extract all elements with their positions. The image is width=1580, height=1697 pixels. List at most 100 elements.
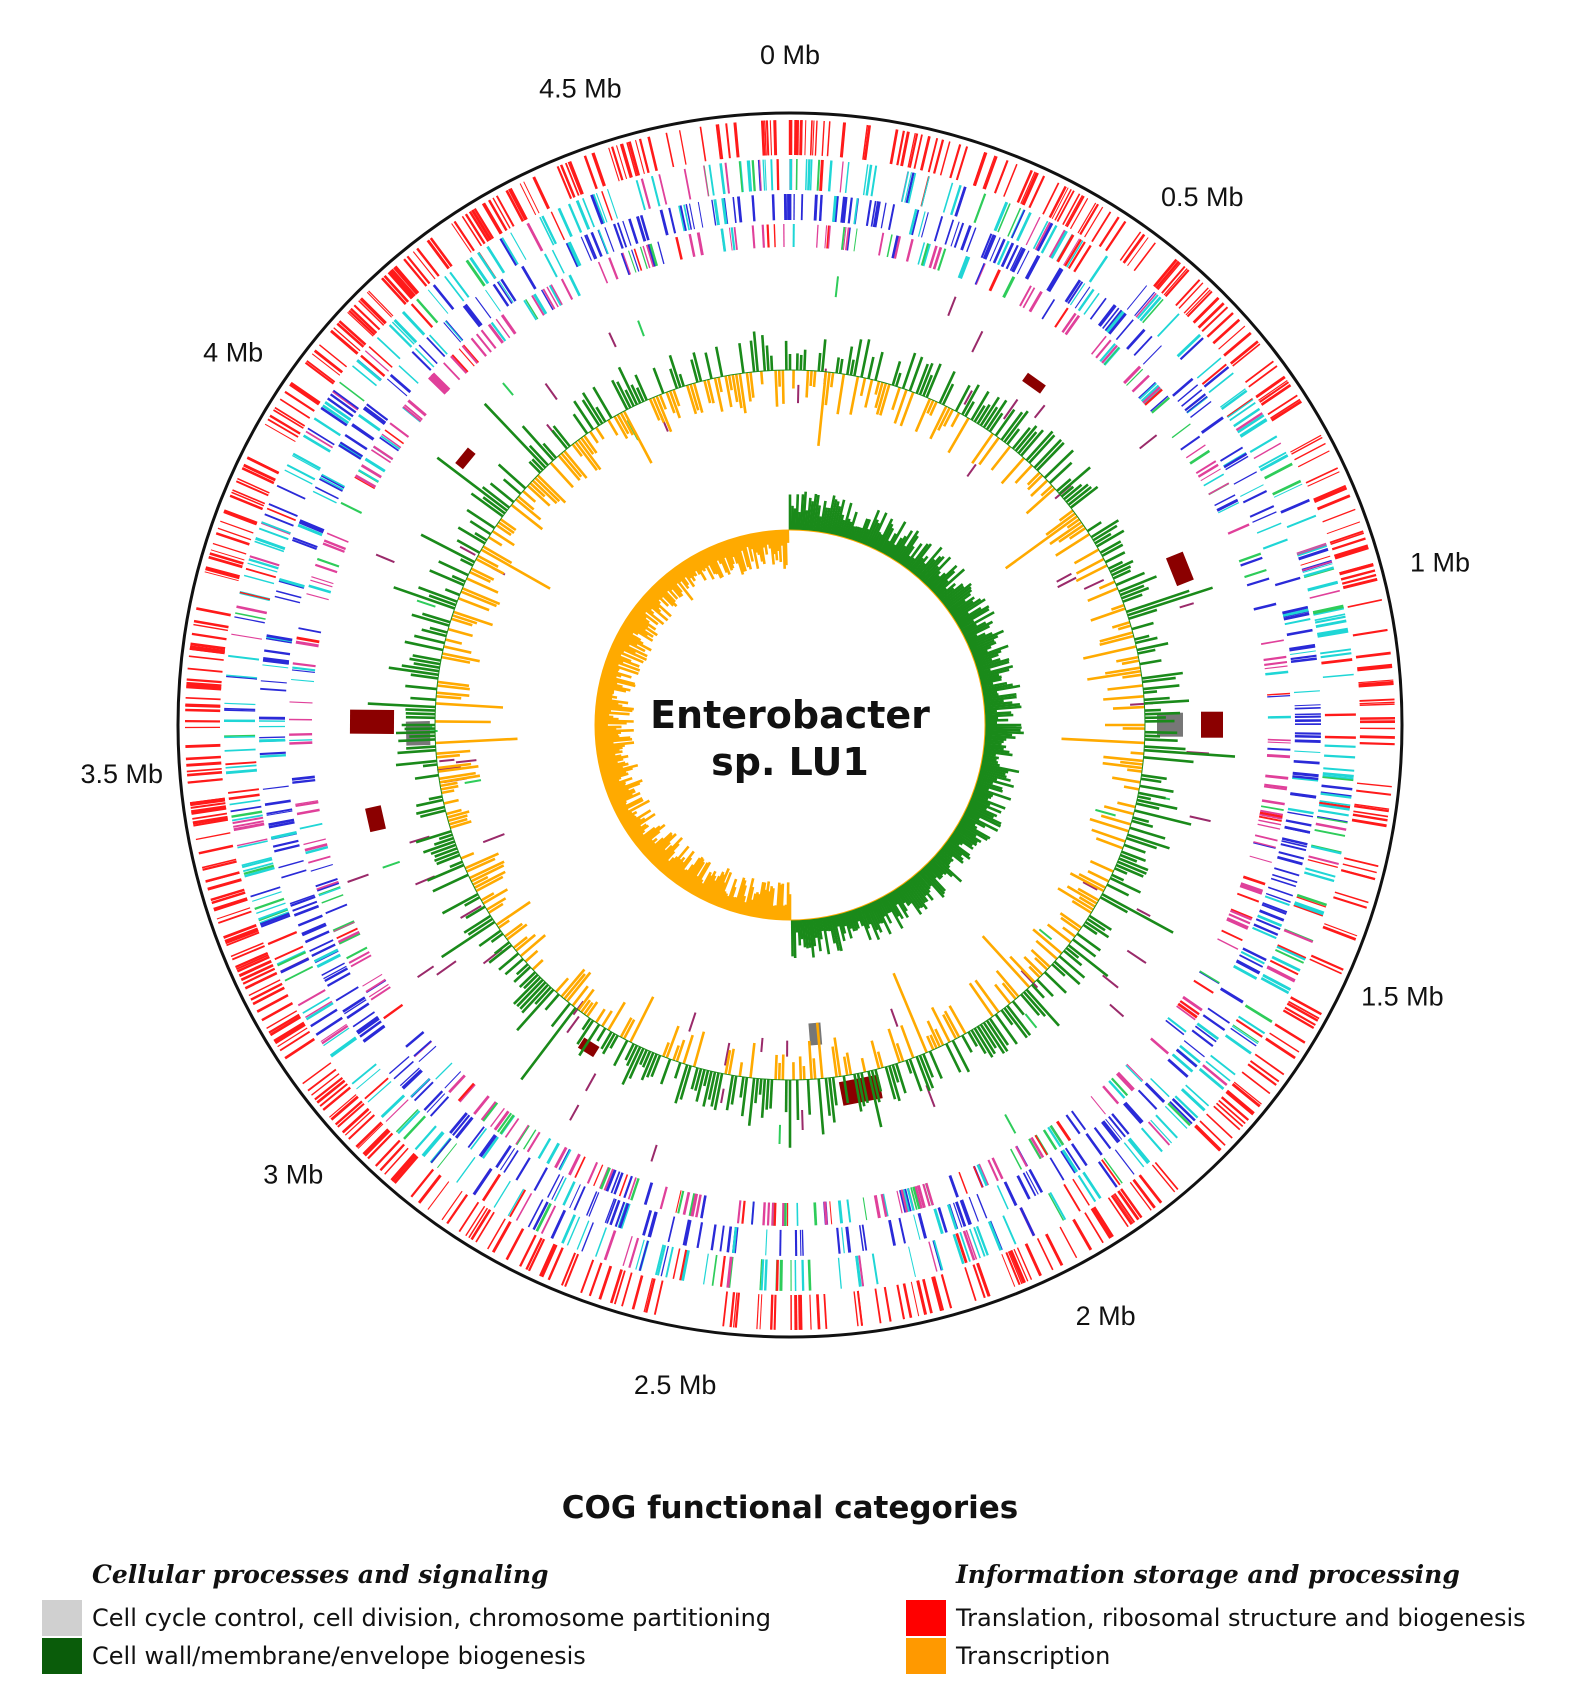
cds-tick <box>393 1155 419 1184</box>
cds-tick <box>619 144 631 178</box>
cds-tick <box>1027 256 1041 280</box>
gc-bar <box>984 741 1002 746</box>
cds-tick <box>226 931 260 947</box>
cds-tick <box>1192 296 1220 324</box>
cds-tick <box>1105 310 1124 333</box>
cds-tick <box>537 1137 552 1160</box>
gc-bar <box>411 613 450 627</box>
cds-tick <box>1069 198 1089 230</box>
gc-bar <box>917 558 936 580</box>
gc-bar <box>912 555 929 575</box>
cds-tick <box>628 1237 640 1269</box>
cds-tick <box>501 1115 516 1135</box>
cds-tick <box>479 1134 497 1158</box>
cds-tick <box>801 1259 805 1291</box>
cds-tick <box>928 1241 938 1272</box>
cds-tick <box>1280 843 1307 852</box>
cds-tick <box>340 501 363 514</box>
gc-bar <box>851 909 860 929</box>
cds-tick <box>912 1186 921 1210</box>
cds-tick <box>1034 1134 1048 1156</box>
feature-block <box>1165 551 1194 587</box>
gc-bar <box>624 817 642 830</box>
cds-tick <box>583 155 598 190</box>
gc-bar <box>513 966 532 983</box>
gc-bar <box>929 1034 938 1049</box>
cds-tick <box>761 224 765 248</box>
cds-tick <box>321 962 345 976</box>
gc-bar <box>871 531 882 549</box>
cds-tick <box>736 1200 742 1224</box>
gc-bar <box>1027 474 1044 491</box>
gc-bar <box>943 1010 961 1038</box>
cds-tick <box>418 1045 437 1063</box>
cds-tick <box>473 207 495 240</box>
cds-tick <box>437 1143 458 1169</box>
cds-tick <box>725 123 731 159</box>
gc-bar <box>580 999 592 1013</box>
gc-bar <box>714 544 729 573</box>
cds-tick <box>235 480 269 497</box>
cds-tick <box>1358 680 1394 687</box>
cds-tick <box>840 122 847 158</box>
gc-bar <box>765 345 770 371</box>
gc-bar <box>1112 705 1145 710</box>
cds-tick <box>564 1253 580 1287</box>
cds-tick <box>1235 960 1260 975</box>
cds-tick <box>527 1199 544 1228</box>
cds-tick <box>255 537 286 551</box>
cds-tick <box>231 491 265 507</box>
cds-tick <box>323 965 347 980</box>
cds-tick <box>1253 841 1276 849</box>
gc-bar <box>521 425 555 462</box>
gc-bar <box>893 389 908 424</box>
gc-bar <box>714 882 727 906</box>
gc-bar <box>875 518 894 551</box>
gc-bar <box>683 560 696 577</box>
cds-tick <box>535 1202 552 1232</box>
gc-bar <box>834 914 840 927</box>
cds-tick <box>314 486 339 500</box>
gc-bar <box>602 669 622 678</box>
cds-tick <box>295 640 319 648</box>
gc-bar <box>598 757 624 766</box>
gc-bar <box>1098 580 1116 590</box>
gc-bar <box>578 1023 601 1057</box>
cds-tick <box>370 449 392 464</box>
gc-bar <box>798 1056 803 1080</box>
center-title-line2: sp. LU1 <box>711 740 869 784</box>
cds-tick <box>659 209 669 236</box>
cds-tick <box>917 1185 926 1208</box>
cds-tick <box>337 930 360 944</box>
cds-tick <box>667 1216 676 1243</box>
cds-tick <box>332 391 358 411</box>
gc-bar <box>648 589 661 601</box>
gc-bar <box>1058 509 1074 522</box>
gc-bar <box>979 675 1002 683</box>
cds-tick <box>304 361 335 385</box>
gc-bar <box>948 1005 967 1035</box>
gc-bar <box>580 437 595 455</box>
scale-label: 3 Mb <box>263 1160 323 1190</box>
cds-tick <box>1313 484 1347 501</box>
gc-bar <box>753 532 761 556</box>
gc-bar <box>720 541 734 571</box>
cds-tick <box>259 738 286 743</box>
cds-tick <box>323 1027 350 1047</box>
cds-tick <box>284 965 314 982</box>
cds-tick <box>231 945 265 961</box>
gc-bar <box>984 734 1016 739</box>
gc-bar <box>549 461 574 489</box>
gc-bar <box>677 864 695 887</box>
cds-tick <box>351 423 375 441</box>
gc-bar <box>877 898 893 924</box>
cds-tick <box>417 1174 442 1204</box>
gc-bar <box>764 531 769 545</box>
cds-tick <box>1103 347 1120 366</box>
cds-tick <box>224 709 256 712</box>
gc-bar <box>613 802 627 811</box>
cds-tick <box>1342 863 1377 874</box>
gc-bar <box>464 852 500 870</box>
cds-tick <box>987 1159 999 1182</box>
cds-tick <box>516 1125 530 1146</box>
